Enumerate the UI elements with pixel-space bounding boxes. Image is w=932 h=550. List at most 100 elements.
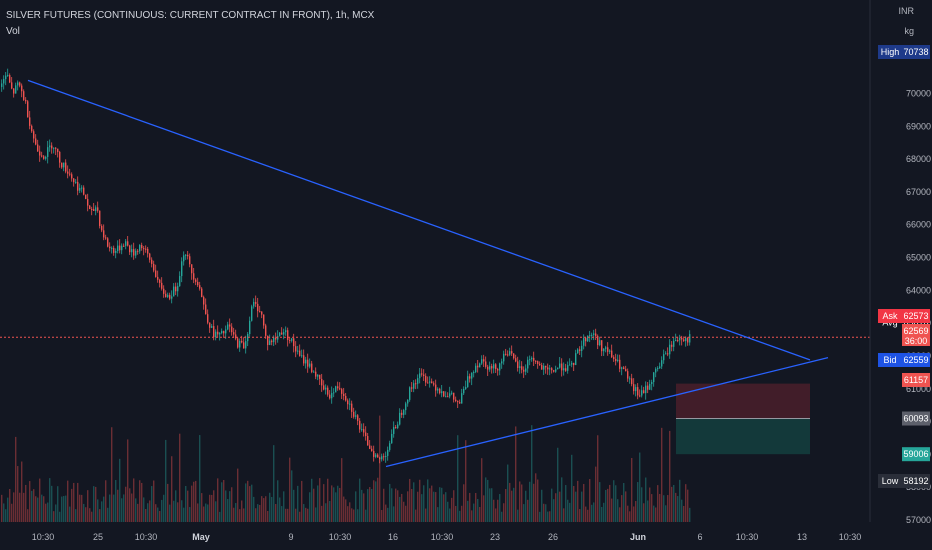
candle-body [175,286,177,292]
volume-bar [379,415,381,522]
volume-bar [225,490,227,522]
volume-bar [669,430,671,522]
trendlines[interactable] [27,79,829,468]
trendline[interactable] [385,356,829,468]
candle-body [641,390,643,396]
volume-bar [283,491,285,522]
take-profit-zone[interactable] [676,418,810,455]
candle-body [547,367,549,370]
candle-body [525,368,527,372]
candle-body [655,368,657,373]
volume-bar [155,504,157,522]
candle-body [99,210,101,226]
candle-body [33,131,35,139]
trendline[interactable] [27,79,811,361]
candle-body [43,156,45,159]
entry-tag-value-bg [902,411,930,426]
candle-body [621,367,623,369]
candle-body [109,246,111,249]
volume-bar [449,508,451,522]
candle-body [45,156,47,159]
volume-bar [651,494,653,522]
candle-body [103,230,105,238]
candle-body [487,366,489,370]
candle-body [147,248,149,254]
candle-body [217,331,219,335]
volume-bar [533,483,535,522]
volume-bar [113,494,115,522]
volume-bar [145,509,147,522]
position-tool[interactable] [676,383,810,455]
candle-body [107,238,109,247]
volume-bar [585,506,587,522]
candle-body [115,250,117,253]
candle-body [17,82,19,86]
candle-body [303,355,305,364]
candle-body [411,387,413,389]
volume-bar [253,496,255,522]
candle-body [673,340,675,347]
candle-body [47,147,49,157]
volume-bar [567,499,569,522]
volume-bar [11,503,13,522]
volume-bar [321,505,323,522]
price-tick-label: 65000 [906,253,931,263]
candle-body [625,369,627,372]
volume-bar [591,504,593,522]
candle-body [265,325,267,336]
candle-body [405,403,407,411]
volume-bar [53,511,55,522]
volume-bar [365,509,367,522]
candle-body [539,363,541,366]
volume-bar [579,509,581,522]
candle-body [649,384,651,390]
volume-bar [45,503,47,522]
volume-bar [481,458,483,522]
volume-bar [319,478,321,522]
volume-bar [307,508,309,522]
volume-bar [511,490,513,522]
candle-body [577,349,579,354]
high-tag: High 70738 [878,45,930,59]
volume-bar [571,454,573,522]
volume-bar [129,488,131,522]
candle-body [455,399,457,402]
candle-body [155,270,157,277]
volume-bar [653,505,655,522]
candle-body [275,337,277,340]
chart-title: SILVER FUTURES (CONTINUOUS: CURRENT CONT… [6,10,375,21]
candle-body [557,367,559,370]
candle-body [141,244,143,249]
bar-countdown: 36:00 [905,336,928,346]
candle-body [297,350,299,352]
volume-bar [587,509,589,522]
volume-bar [551,488,553,522]
candle-body [59,151,61,163]
volume-bar [277,480,279,522]
candle-body [213,326,215,338]
candle-body [475,365,477,373]
candle-body [167,294,169,298]
volume-bar [221,482,223,522]
volume-bar [663,495,665,522]
volume-bar [417,491,419,522]
volume-bar [413,482,415,522]
volume-bar [149,500,151,522]
candle-body [575,353,577,366]
volume-bar [217,478,219,522]
volume-bar [517,509,519,522]
stop-loss-zone[interactable] [676,383,810,419]
candle-body [415,383,417,385]
volume-bar [297,485,299,522]
candle-body [21,85,23,92]
time-axis[interactable]: 10:30 25 10:30 May 9 10:30 16 10:30 23 26 Jun 6 10:3… [32,532,862,542]
candle-body [571,362,573,365]
candle-body [379,457,381,460]
candle-body [269,340,271,345]
volume-bar [99,509,101,522]
candle-body [131,249,133,253]
volume-bar [405,505,407,522]
candle-body [341,389,343,394]
volume-bar [431,485,433,522]
